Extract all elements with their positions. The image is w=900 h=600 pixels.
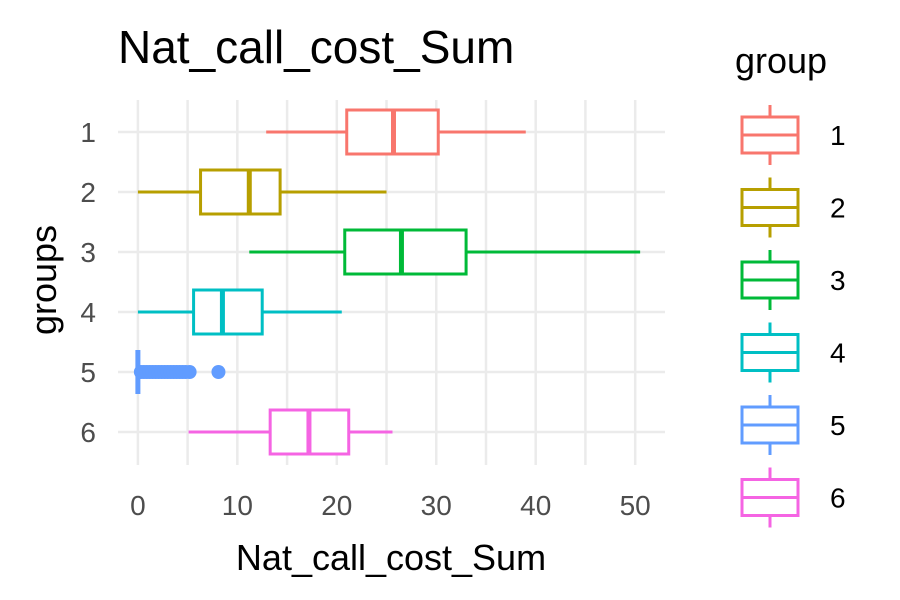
y-tick-label: 3: [80, 237, 96, 268]
box-group-4: [137, 288, 342, 336]
legend-label: 2: [830, 193, 846, 224]
y-tick-labels: 1 2 3 4 5 6: [80, 117, 96, 448]
y-tick-label: 6: [80, 417, 96, 448]
box: [343, 228, 468, 276]
x-tick-label: 40: [520, 490, 551, 521]
legend-label: 5: [830, 410, 846, 441]
x-tick-labels: 0 10 20 30 40 50: [130, 490, 651, 521]
legend-item-4: 4: [740, 322, 846, 383]
y-tick-label: 4: [80, 297, 96, 328]
y-tick-label: 5: [80, 357, 96, 388]
x-tick-label: 20: [321, 490, 352, 521]
chart-title: Nat_call_cost_Sum: [118, 21, 514, 73]
box-group-2: [137, 168, 387, 216]
box-group-1: [266, 108, 526, 156]
box: [199, 168, 282, 216]
box-group-5: [133, 350, 226, 394]
legend-item-2: 2: [740, 177, 846, 238]
y-tick-label: 1: [80, 117, 96, 148]
legend: 1 2 3 4 5 6: [740, 105, 846, 528]
y-axis-title: groups: [23, 225, 64, 335]
legend-item-5: 5: [740, 395, 846, 455]
x-tick-label: 0: [130, 490, 146, 521]
box-group-6: [188, 408, 393, 456]
x-tick-label: 50: [620, 490, 651, 521]
box-group-3: [249, 228, 641, 276]
boxes: [133, 108, 641, 456]
legend-title: group: [735, 40, 827, 81]
outlier-point: [211, 365, 226, 379]
legend-item-3: 3: [740, 250, 846, 310]
legend-label: 3: [830, 265, 846, 296]
y-tick-label: 2: [80, 177, 96, 208]
legend-label: 4: [830, 338, 846, 369]
x-tick-label: 30: [421, 490, 452, 521]
legend-label: 6: [830, 483, 846, 514]
legend-item-6: 6: [740, 467, 846, 528]
legend-item-1: 1: [740, 105, 846, 165]
outlier-point: [182, 365, 197, 379]
x-axis-title: Nat_call_cost_Sum: [236, 537, 546, 578]
x-tick-label: 10: [222, 490, 253, 521]
box: [192, 288, 264, 336]
legend-label: 1: [830, 120, 846, 151]
